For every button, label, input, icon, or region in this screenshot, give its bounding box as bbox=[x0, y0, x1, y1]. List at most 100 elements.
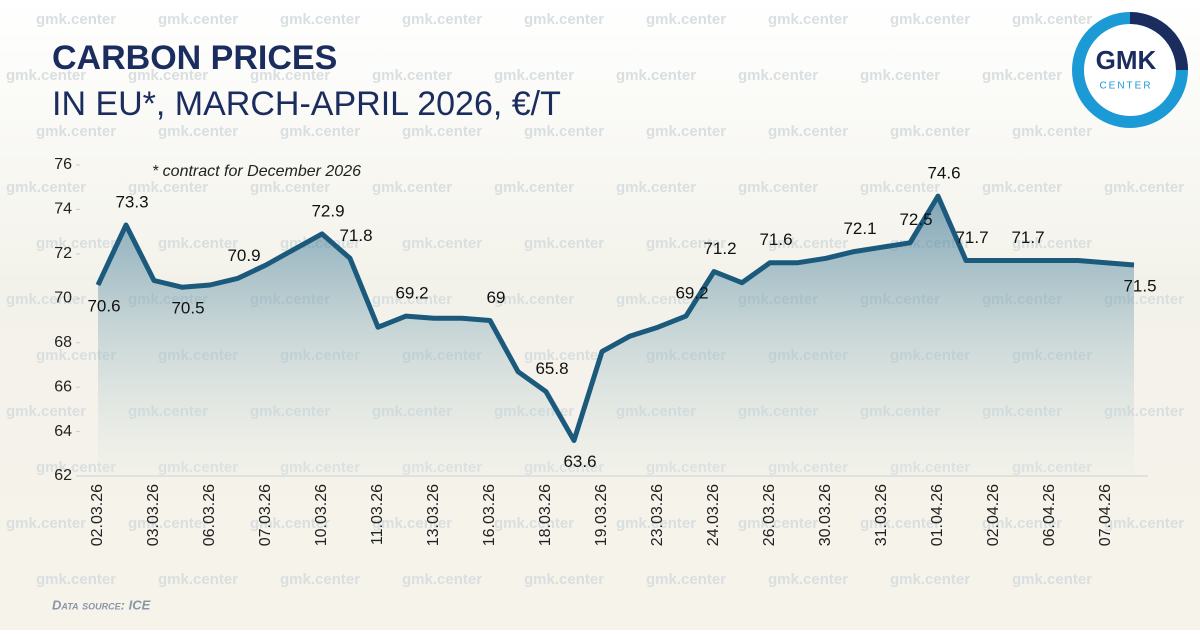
watermark: gmk.center bbox=[6, 291, 86, 308]
watermark: gmk.center bbox=[646, 235, 726, 252]
data-label: 71.7 bbox=[1011, 228, 1044, 247]
watermark: gmk.center bbox=[768, 571, 848, 588]
watermark: gmk.center bbox=[494, 67, 574, 84]
watermark: gmk.center bbox=[372, 67, 452, 84]
watermark: gmk.center bbox=[738, 179, 818, 196]
watermark: gmk.center bbox=[1104, 515, 1184, 532]
watermark: gmk.center bbox=[860, 515, 940, 532]
x-tick-label: 18.03.26 bbox=[537, 484, 554, 546]
data-label: 72.9 bbox=[311, 201, 344, 220]
watermark: gmk.center bbox=[646, 123, 726, 140]
x-tick-label: 02.04.26 bbox=[985, 484, 1002, 546]
watermark: gmk.center bbox=[280, 571, 360, 588]
watermark: gmk.center bbox=[646, 11, 726, 28]
watermark: gmk.center bbox=[1012, 235, 1092, 252]
watermark: gmk.center bbox=[36, 459, 116, 476]
x-tick-label: 11.03.26 bbox=[369, 484, 386, 545]
data-label: 71.5 bbox=[1123, 276, 1156, 295]
watermark: gmk.center bbox=[860, 179, 940, 196]
x-tick-label: 06.04.26 bbox=[1041, 484, 1058, 546]
x-tick-label: 07.04.26 bbox=[1097, 484, 1114, 546]
watermark: gmk.center bbox=[280, 123, 360, 140]
watermark: gmk.center bbox=[1104, 179, 1184, 196]
line bbox=[95, 193, 1135, 443]
watermark: gmk.center bbox=[1012, 123, 1092, 140]
watermark: gmk.center bbox=[616, 291, 696, 308]
watermark: gmk.center bbox=[524, 11, 604, 28]
data-label: 70.5 bbox=[171, 299, 204, 318]
data-label: 71.7 bbox=[955, 228, 988, 247]
data-label: 74.6 bbox=[927, 164, 960, 183]
watermark: gmk.center bbox=[738, 515, 818, 532]
y-tick-label: 68 bbox=[54, 334, 72, 351]
y-tick-label: 74 bbox=[54, 201, 72, 218]
watermark: gmk.center bbox=[982, 179, 1062, 196]
watermark: gmk.center bbox=[768, 123, 848, 140]
watermark: gmk.center bbox=[402, 235, 482, 252]
logo-subtext: CENTER bbox=[1099, 81, 1152, 92]
note: * contract for December 2026 bbox=[152, 163, 361, 180]
watermark: gmk.center bbox=[616, 179, 696, 196]
watermark: gmk.center bbox=[1012, 11, 1092, 28]
watermark: gmk.center bbox=[768, 11, 848, 28]
watermark: gmk.center bbox=[372, 515, 452, 532]
logo: GMK CENTER bbox=[1072, 12, 1188, 128]
watermark: gmk.center bbox=[890, 123, 970, 140]
plot: 62 64 66 68 70 72 74 76 02.03.26 03.03.26 06.03.26… bbox=[54, 156, 1156, 546]
watermark: gmk.center bbox=[982, 67, 1062, 84]
x-tick-label: 07.03.26 bbox=[257, 484, 274, 546]
watermark: gmk.center bbox=[36, 235, 116, 252]
x-tick-label: 24.03.26 bbox=[705, 484, 722, 546]
watermark: gmk.center bbox=[250, 515, 330, 532]
x-tick-label: 19.03.26 bbox=[593, 484, 610, 546]
watermark: gmk.center bbox=[616, 515, 696, 532]
x-tick-label: 31.03.26 bbox=[873, 484, 890, 546]
watermark: gmk.center bbox=[158, 123, 238, 140]
watermark: gmk.center bbox=[158, 235, 238, 252]
watermark: gmk.center bbox=[738, 67, 818, 84]
logo-arc bbox=[1129, 12, 1188, 71]
data-label: 73.3 bbox=[115, 192, 148, 211]
x-tick-label: 30.03.26 bbox=[817, 484, 834, 546]
watermark: gmk.center bbox=[402, 571, 482, 588]
watermark: gmk.center bbox=[6, 403, 86, 420]
watermark: gmk.center bbox=[372, 179, 452, 196]
x-tick-label: 26.03.26 bbox=[761, 484, 778, 546]
x-tick-label: 16.03.26 bbox=[481, 484, 498, 546]
watermark: gmk.center bbox=[616, 67, 696, 84]
watermark: gmk.center bbox=[128, 515, 208, 532]
watermark: gmk.center bbox=[768, 235, 848, 252]
watermark: gmk.center bbox=[36, 571, 116, 588]
watermark: gmk.center bbox=[6, 515, 86, 532]
source: Data source: ICE bbox=[52, 597, 151, 612]
data-label: 69 bbox=[487, 288, 506, 307]
data-label: 69.2 bbox=[395, 284, 428, 303]
data-label: 69.2 bbox=[675, 284, 708, 303]
data-label: 71.8 bbox=[339, 226, 372, 245]
watermark: gmk.center bbox=[372, 291, 452, 308]
watermark: gmk.center bbox=[494, 179, 574, 196]
data-label: 65.8 bbox=[535, 359, 568, 378]
watermark: gmk.center bbox=[6, 179, 86, 196]
watermark: gmk.center bbox=[524, 123, 604, 140]
watermark: gmk.center bbox=[890, 571, 970, 588]
x-tick-label: 23.03.26 bbox=[649, 484, 666, 546]
data-label: 71.6 bbox=[759, 230, 792, 249]
watermark: gmk.center bbox=[158, 11, 238, 28]
area bbox=[98, 196, 1134, 476]
watermark: gmk.center bbox=[36, 11, 116, 28]
x-tick-label: 03.03.26 bbox=[145, 484, 162, 546]
watermark: gmk.center bbox=[36, 123, 116, 140]
y-tick-label: 64 bbox=[54, 423, 72, 440]
x-tick-label: 06.03.26 bbox=[201, 484, 218, 546]
data-label: 63.6 bbox=[563, 452, 596, 471]
y-tick-label: 66 bbox=[54, 378, 72, 395]
watermark: gmk.center bbox=[524, 235, 604, 252]
y-tick-label: 62 bbox=[54, 467, 72, 484]
data-label: 72.5 bbox=[899, 210, 932, 229]
watermark: gmk.center bbox=[128, 179, 208, 196]
data-label: 70.6 bbox=[87, 296, 120, 315]
chart-title: CARBON PRICES bbox=[52, 39, 337, 77]
data-label: 71.2 bbox=[703, 239, 736, 258]
